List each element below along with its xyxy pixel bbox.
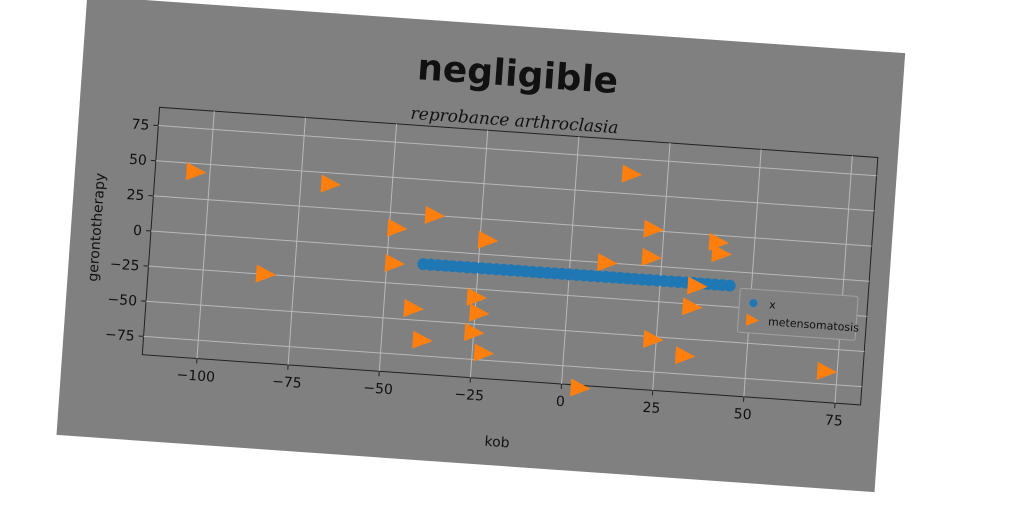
- y-tick-label: 0: [132, 223, 142, 240]
- point-metensomatosis: [255, 264, 277, 283]
- plot-area: −100 −75 −50 −25 0 25 50 75 −75 −50 −25 0 25 50 75: [104, 106, 879, 430]
- tick-labels: −100 −75 −50 −25 0 25 50 75 −75 −50 −25 0 25 50 75: [104, 117, 843, 430]
- y-tick-label: 50: [128, 152, 147, 169]
- point-metensomatosis: [477, 230, 499, 249]
- x-axis-label: kob: [484, 434, 510, 452]
- legend-label-x: x: [769, 298, 777, 311]
- point-metensomatosis: [681, 297, 703, 316]
- x-tick-label: 0: [555, 394, 565, 411]
- point-metensomatosis: [597, 253, 618, 272]
- point-x: [723, 279, 736, 292]
- y-tick-label: 25: [126, 187, 145, 204]
- point-metensomatosis: [185, 162, 207, 181]
- point-metensomatosis: [386, 218, 408, 237]
- point-metensomatosis: [412, 330, 433, 349]
- point-metensomatosis: [463, 323, 485, 341]
- grid-line-y: [150, 230, 870, 282]
- y-axis-label: gerontotherapy: [85, 172, 109, 282]
- y-tick-label: 75: [131, 117, 150, 134]
- point-metensomatosis: [621, 164, 643, 183]
- grid-line-y: [155, 160, 875, 212]
- x-tick-label: −25: [454, 387, 485, 405]
- point-metensomatosis: [466, 287, 488, 306]
- point-metensomatosis: [816, 361, 838, 380]
- legend-marker-x: [749, 299, 758, 308]
- point-metensomatosis: [320, 174, 342, 193]
- legend-box: [736, 287, 859, 341]
- point-metensomatosis: [643, 219, 664, 238]
- x-tick-label: 75: [824, 412, 843, 429]
- point-metensomatosis: [473, 343, 495, 362]
- point-metensomatosis: [643, 329, 664, 348]
- point-metensomatosis: [424, 205, 446, 224]
- legend-marker-metensomatosis: [745, 313, 760, 326]
- y-tick-label: −25: [109, 256, 140, 274]
- x-tick-label: −100: [176, 367, 215, 386]
- grid-line-y: [143, 335, 862, 388]
- point-metensomatosis: [641, 247, 662, 266]
- x-tick-label: 50: [733, 406, 752, 423]
- legend: x metensomatosis: [736, 287, 860, 341]
- x-tick-label: −50: [363, 380, 394, 398]
- x-tick-label: 25: [642, 400, 661, 417]
- grid-line-y: [158, 125, 877, 177]
- point-metensomatosis: [674, 346, 696, 365]
- series-layer: [185, 162, 838, 397]
- y-tick-label: −50: [107, 292, 138, 310]
- point-metensomatosis: [711, 244, 732, 263]
- point-metensomatosis: [384, 253, 406, 272]
- point-metensomatosis: [570, 378, 591, 397]
- grid-line-y: [153, 195, 872, 247]
- x-tick-label: −75: [272, 374, 303, 392]
- point-metensomatosis: [403, 299, 424, 317]
- point-metensomatosis: [687, 276, 708, 295]
- legend-label-metensomatosis: metensomatosis: [768, 315, 860, 334]
- grid-line-y: [145, 300, 865, 352]
- y-tick-label: −75: [104, 327, 135, 345]
- point-metensomatosis: [468, 303, 490, 322]
- figure-panel: negligible reprobance arthroclasia −100−…: [56, 0, 906, 493]
- grid-lines: [143, 111, 877, 404]
